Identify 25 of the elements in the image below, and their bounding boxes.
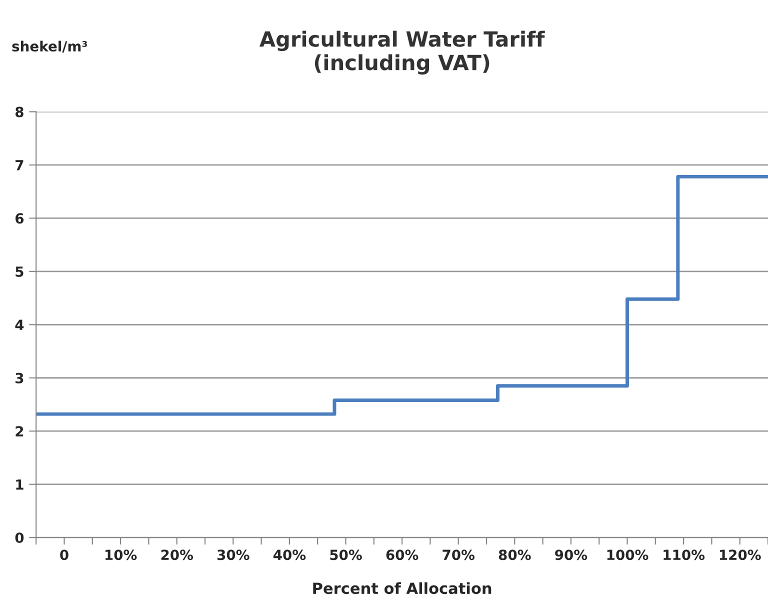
y-tick-label: 5 [16, 266, 24, 277]
y-tick-label: 3 [16, 372, 24, 384]
x-tick-label: 20% [161, 550, 194, 560]
x-axis-title: Percent of Allocation [313, 582, 492, 594]
y-tick-label: 4 [15, 320, 24, 330]
y-tick-label: 6 [15, 213, 24, 224]
x-tick-label: 80% [498, 550, 531, 560]
y-axis-title: shekel/m³ [12, 40, 88, 53]
y-tick-label: 8 [15, 106, 24, 118]
x-tick-label: 0 [60, 550, 68, 560]
x-tick-label: 50% [330, 550, 362, 560]
x-tick-label: 10% [105, 550, 137, 560]
chart-title: Agricultural Water Tariff (including VAT) [259, 30, 545, 75]
x-tick-label: 60% [386, 550, 418, 560]
y-tick-label: 2 [16, 426, 24, 436]
y-tick-label: 0 [15, 532, 24, 544]
y-tick-label: 7 [16, 160, 24, 170]
x-tick-label: 110% [664, 550, 705, 560]
x-tick-label: 40% [273, 550, 306, 560]
x-tick-label: 90% [555, 550, 588, 560]
x-tick-label: 100% [607, 550, 648, 560]
y-tick-label: 1 [16, 479, 24, 490]
x-tick-label: 70% [442, 550, 475, 560]
x-tick-label: 30% [217, 550, 250, 560]
x-tick-label: 120% [720, 550, 761, 560]
